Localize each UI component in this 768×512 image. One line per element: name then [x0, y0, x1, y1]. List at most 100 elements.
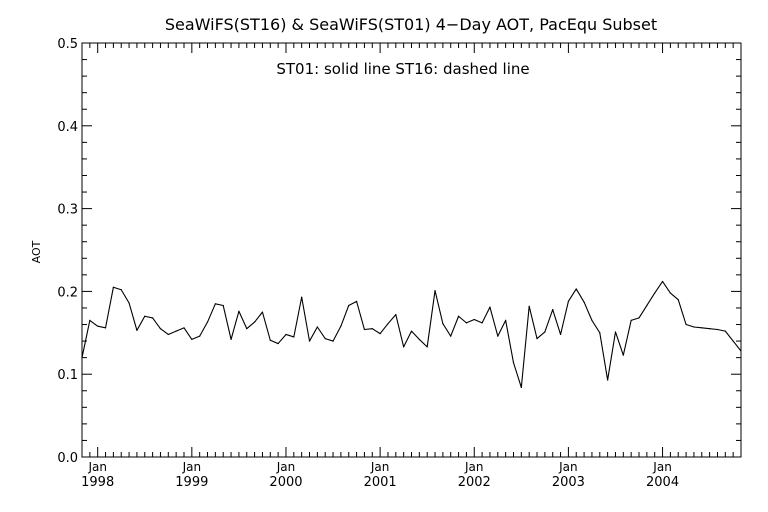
y-tick-label: 0.1	[57, 368, 78, 383]
data-point-st01	[214, 303, 216, 305]
x-tick-year-label: 1998	[81, 475, 114, 490]
data-point-st01	[740, 350, 742, 352]
data-point-st01	[701, 327, 703, 329]
data-point-st01	[191, 338, 193, 341]
data-point-st01	[418, 338, 420, 341]
data-point-st01	[81, 357, 83, 359]
data-point-st01	[575, 288, 577, 290]
x-tick-month-label: Jan	[182, 460, 202, 474]
data-point-st01	[622, 354, 624, 356]
y-tick-label: 0.2	[57, 285, 78, 300]
data-point-st01	[607, 379, 609, 381]
data-point-st01	[120, 289, 122, 291]
data-point-st01	[97, 325, 99, 327]
data-point-st01	[152, 317, 154, 319]
data-point-st01	[104, 327, 107, 329]
data-point-st01	[253, 321, 256, 323]
data-point-st01	[685, 323, 687, 326]
data-point-st01	[552, 309, 554, 311]
data-point-st01	[136, 329, 138, 331]
data-point-st01	[363, 328, 366, 331]
data-point-st01	[316, 326, 318, 328]
data-point-st01	[403, 346, 405, 348]
plot-frame	[81, 42, 742, 458]
data-point-st01	[277, 342, 279, 345]
data-point-st01	[591, 319, 593, 321]
data-point-st01	[599, 332, 601, 334]
y-tick-label: 0.3	[57, 203, 78, 218]
data-point-st01	[489, 306, 491, 308]
data-point-st01	[167, 333, 169, 336]
data-point-st01	[269, 339, 271, 341]
y-axis: 0.0 0.1 0.2 0.3 0.4 0.5	[57, 37, 741, 466]
data-point-st01	[395, 313, 397, 316]
data-point-st01	[285, 333, 287, 336]
data-point-st01	[426, 346, 428, 348]
data-point-st01	[230, 338, 232, 341]
data-point-st01	[481, 322, 483, 324]
data-point-st01	[387, 323, 389, 325]
data-point-st01	[457, 315, 460, 317]
x-tick-year-label: 1999	[175, 475, 208, 490]
data-point-st01	[567, 300, 570, 302]
data-point-st01	[614, 331, 617, 333]
x-tick-year-label: 2003	[552, 475, 585, 490]
data-point-st01	[183, 327, 185, 329]
data-point-st01	[716, 328, 719, 331]
data-point-st01	[520, 386, 522, 389]
data-point-st01	[246, 328, 248, 330]
data-point-st01	[724, 330, 726, 332]
data-point-st01	[434, 289, 436, 292]
chart-title: SeaWiFS(ST16) & SeaWiFS(ST01) 4−Day AOT,…	[165, 15, 657, 34]
data-point-st01	[324, 337, 326, 340]
data-point-st01	[638, 317, 640, 319]
series-layer	[81, 280, 742, 389]
data-point-st01	[144, 315, 146, 317]
data-point-st01	[371, 328, 373, 330]
x-tick-year-label: 2000	[269, 475, 302, 490]
data-point-st01	[238, 310, 240, 312]
data-point-st01	[199, 335, 201, 337]
data-point-st01	[709, 328, 711, 330]
data-point-st01	[340, 325, 342, 327]
data-point-st01	[261, 311, 264, 313]
x-tick-month-label: Jan	[652, 460, 672, 474]
data-point-st01	[559, 333, 562, 336]
data-point-st01	[583, 301, 585, 303]
data-point-st01	[528, 305, 530, 307]
data-point-st01	[222, 304, 224, 307]
x-tick-month-label: Jan	[276, 460, 296, 474]
data-point-st01	[677, 299, 679, 301]
data-point-st01	[89, 319, 91, 321]
data-point-st01	[473, 318, 475, 321]
x-tick-month-label: Jan	[558, 460, 578, 474]
data-point-st01	[536, 337, 538, 340]
data-point-st01	[505, 319, 507, 321]
data-point-st01	[308, 340, 311, 342]
x-tick-year-label: 2001	[364, 475, 397, 490]
data-point-st01	[301, 296, 303, 298]
y-tick-label: 0.4	[57, 120, 78, 135]
data-point-st01	[128, 302, 130, 304]
data-point-st01	[646, 304, 648, 307]
data-point-st01	[293, 336, 295, 338]
data-point-st01	[465, 322, 468, 324]
data-point-st01	[348, 304, 350, 307]
data-point-st01	[669, 292, 671, 294]
y-axis-label: AOT	[30, 240, 43, 263]
data-point-st01	[512, 362, 515, 364]
data-point-st01	[497, 335, 499, 337]
data-point-st01	[410, 330, 413, 332]
data-point-st01	[661, 280, 664, 283]
y-tick-label: 0.0	[57, 451, 78, 466]
data-point-st01	[544, 331, 546, 333]
series-style-annotation: ST01: solid line ST16: dashed line	[276, 60, 529, 78]
x-axis: Jan1998Jan1999Jan2000Jan2001Jan2002Jan20…	[81, 43, 734, 490]
data-point-st01	[654, 292, 656, 294]
series-line-st01	[81, 280, 742, 389]
data-point-st01	[379, 333, 381, 335]
data-point-st01	[175, 330, 177, 332]
data-point-st01	[693, 326, 695, 328]
x-tick-year-label: 2004	[646, 475, 679, 490]
